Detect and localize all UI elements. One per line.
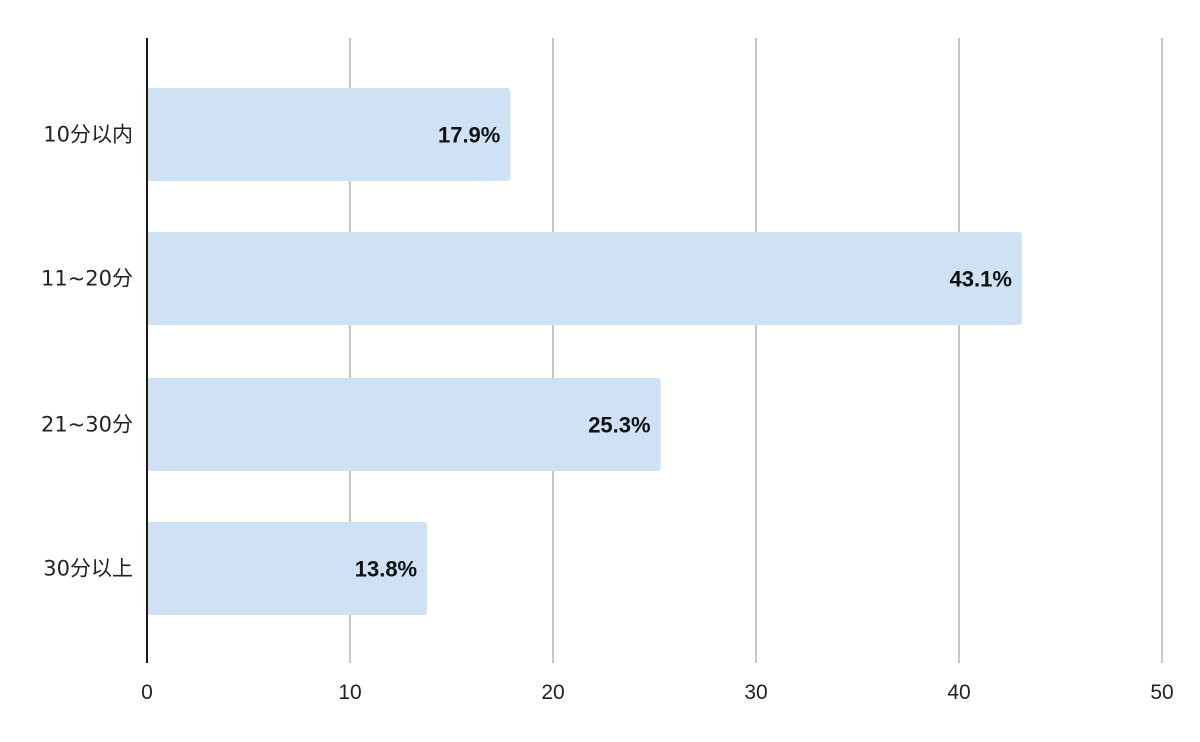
bar-0	[147, 88, 511, 181]
data-label: 17.9%	[438, 123, 500, 148]
bar-1	[147, 232, 1022, 325]
x-tick-label: 40	[947, 681, 970, 704]
category-label: 10分以内	[43, 123, 133, 147]
data-label: 43.1%	[950, 267, 1012, 292]
x-tick-label: 50	[1150, 681, 1173, 704]
bar-3	[147, 522, 428, 615]
x-tick-label: 10	[338, 681, 361, 704]
label-layer: 0 10 20 30 40 50 10分以内 17.9% 11~20分 43.1% 21~30分 25…	[41, 123, 1174, 705]
bar-2	[147, 378, 661, 471]
category-label: 11~20分	[41, 267, 133, 291]
x-tick-label: 0	[141, 681, 153, 704]
category-label: 30分以上	[43, 557, 133, 581]
data-label: 25.3%	[588, 413, 650, 438]
data-label: 13.8%	[355, 557, 417, 582]
x-tick-label: 20	[541, 681, 564, 704]
category-label: 21~30分	[41, 413, 133, 437]
bar-layer	[147, 88, 1022, 615]
x-tick-label: 30	[744, 681, 767, 704]
